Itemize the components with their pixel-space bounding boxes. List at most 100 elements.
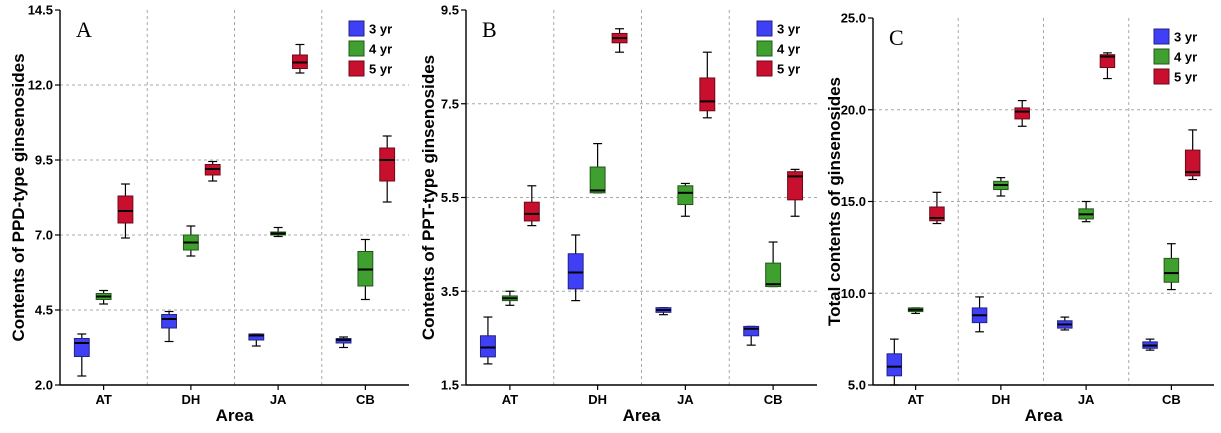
- x-tick-label: DH: [991, 392, 1010, 407]
- legend-label: 3 yr: [1174, 30, 1197, 45]
- box-cb: [1142, 338, 1158, 351]
- legend-swatch: [756, 40, 773, 57]
- box-at: [501, 290, 518, 306]
- box-iqr: [589, 166, 606, 194]
- y-tick-label: 5.5: [441, 190, 459, 205]
- x-tick-label: AT: [502, 392, 518, 407]
- legend-label: 3 yr: [777, 22, 800, 37]
- panel-letter: C: [889, 25, 904, 50]
- x-tick-label: JA: [1078, 392, 1095, 407]
- series-4-yr: [95, 225, 374, 305]
- box-cb: [379, 135, 396, 203]
- legend-swatch: [348, 60, 365, 77]
- box-at: [479, 316, 496, 365]
- box-at: [886, 338, 903, 386]
- y-tick-label: 5.0: [848, 378, 866, 393]
- box-iqr: [161, 314, 177, 329]
- y-tick-label: 20.0: [841, 102, 866, 117]
- box-cb: [765, 241, 782, 288]
- legend-label: 4 yr: [777, 42, 800, 57]
- x-tick-label: AT: [95, 392, 111, 407]
- box-ja: [655, 307, 672, 316]
- panel-letter: A: [76, 17, 92, 42]
- box-at: [73, 333, 90, 377]
- legend-swatch: [756, 20, 773, 37]
- y-axis-label: Total contents of ginsenosides: [825, 77, 844, 326]
- y-tick-label: 9.5: [441, 3, 459, 18]
- box-cb: [1163, 243, 1180, 291]
- legend-swatch: [1153, 48, 1170, 65]
- box-iqr: [699, 77, 716, 112]
- x-tick-label: AT: [907, 392, 923, 407]
- series-4-yr: [501, 142, 782, 306]
- series-5-yr: [929, 52, 1201, 225]
- box-dh: [971, 296, 988, 333]
- legend: 3 yr 4 yr 5 yr: [348, 20, 392, 77]
- box-ja: [1099, 52, 1116, 80]
- box-dh: [182, 225, 199, 257]
- box-iqr: [479, 335, 496, 358]
- y-tick-label: 4.5: [35, 303, 53, 318]
- box-iqr: [1014, 107, 1030, 120]
- y-tick-label: 1.5: [441, 378, 459, 393]
- legend-label: 4 yr: [1174, 50, 1197, 65]
- box-dh: [993, 177, 1009, 197]
- panel-b: 1.5 3.5 5.5 7.5 9.5 AT DH JA CB Area Contents of P…: [419, 3, 817, 425]
- box-iqr: [117, 195, 134, 224]
- box-cb: [1184, 129, 1201, 181]
- x-tick-label: DH: [588, 392, 607, 407]
- x-tick-label: JA: [677, 392, 694, 407]
- panel-c: 5.0 10.0 15.0 20.0 25.0 AT DH JA CB Area Total con…: [825, 11, 1214, 425]
- box-at: [117, 183, 134, 239]
- x-tick-label: CB: [764, 392, 783, 407]
- box-iqr: [787, 171, 804, 201]
- x-tick-label: JA: [270, 392, 287, 407]
- y-tick-label: 25.0: [841, 11, 866, 26]
- box-iqr: [886, 353, 903, 377]
- legend: 3 yr 4 yr 5 yr: [1153, 28, 1197, 85]
- box-cb: [787, 168, 804, 217]
- y-tick-label: 2.0: [35, 378, 53, 393]
- box-at: [907, 307, 924, 315]
- series-5-yr: [523, 28, 804, 227]
- legend-label: 5 yr: [1174, 70, 1197, 85]
- x-axis-label: Area: [1025, 406, 1063, 425]
- box-dh: [611, 28, 628, 53]
- x-tick-label: DH: [181, 392, 200, 407]
- legend-label: 5 yr: [777, 62, 800, 77]
- series-3-yr: [73, 310, 352, 377]
- y-tick-label: 15.0: [841, 194, 866, 209]
- box-dh: [1014, 99, 1030, 127]
- x-axis-label: Area: [216, 406, 254, 425]
- y-tick-label: 7.5: [441, 96, 459, 111]
- box-ja: [1078, 200, 1094, 223]
- x-axis-label: Area: [623, 406, 661, 425]
- series-3-yr: [886, 296, 1158, 386]
- box-ja: [292, 43, 308, 74]
- box-ja: [1057, 316, 1073, 331]
- box-dh: [161, 310, 177, 343]
- legend-label: 5 yr: [369, 62, 392, 77]
- box-iqr: [743, 325, 760, 337]
- box-iqr: [248, 333, 265, 341]
- box-iqr: [523, 201, 540, 222]
- y-axis-label: Contents of PPT-type ginsenosides: [419, 55, 438, 340]
- box-at: [95, 289, 112, 305]
- box-iqr: [73, 338, 90, 357]
- x-tick-label: CB: [356, 392, 375, 407]
- legend-label: 3 yr: [369, 22, 392, 37]
- legend: 3 yr 4 yr 5 yr: [756, 20, 800, 77]
- x-tick-label: CB: [1162, 392, 1181, 407]
- box-iqr: [379, 147, 396, 182]
- y-tick-label: 3.5: [441, 284, 459, 299]
- box-cb: [357, 238, 374, 301]
- legend-swatch: [1153, 68, 1170, 85]
- box-dh: [204, 160, 221, 182]
- legend-swatch: [348, 20, 365, 37]
- series-4-yr: [907, 177, 1180, 315]
- y-tick-label: 10.0: [841, 286, 866, 301]
- box-iqr: [765, 262, 782, 288]
- box-ja: [270, 226, 287, 238]
- box-ja: [248, 333, 265, 347]
